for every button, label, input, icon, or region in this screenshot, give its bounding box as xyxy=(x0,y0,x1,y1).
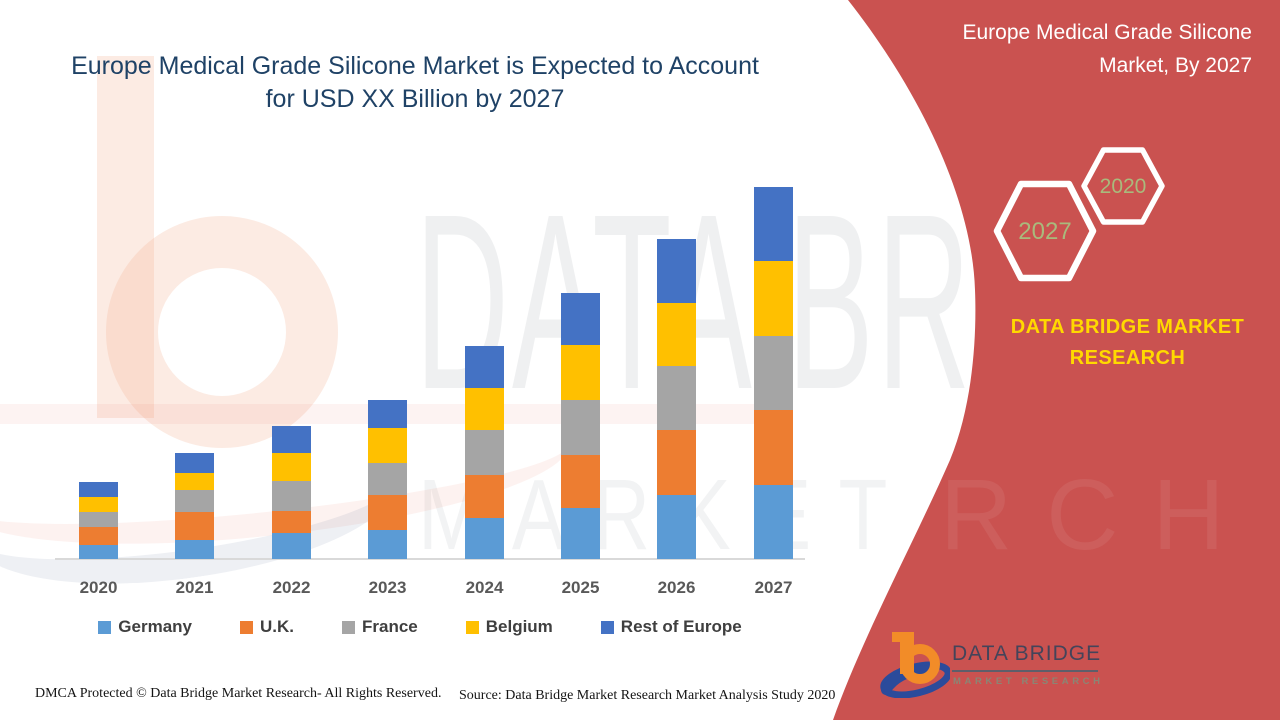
legend-swatch-icon xyxy=(98,620,112,634)
legend-swatch-icon xyxy=(600,620,614,634)
x-axis-label: 2023 xyxy=(368,578,407,597)
bar-segment-rest-of-europe xyxy=(657,239,696,303)
bar-segment-belgium xyxy=(754,261,793,336)
chart-title-line1: Europe Medical Grade Silicone Market is … xyxy=(71,52,759,80)
x-axis-label: 2024 xyxy=(465,578,504,597)
dbmr-logo: DATA BRIDGE MARKET RESEARCH xyxy=(880,628,1140,698)
legend-swatch-icon xyxy=(341,620,355,634)
bar-segment-france xyxy=(272,481,311,511)
bar-segment-rest-of-europe xyxy=(368,400,407,428)
dbmr-logo-subtitle: MARKET RESEARCH xyxy=(953,676,1104,687)
x-axis-label: 2021 xyxy=(175,578,214,597)
bar-segment-rest-of-europe xyxy=(561,293,600,345)
dbmr-logo-rule xyxy=(952,670,1098,672)
legend-item-u-k-: U.K. xyxy=(239,617,294,637)
dbmr-logo-name: DATA BRIDGE xyxy=(952,642,1102,665)
legend-item-germany: Germany xyxy=(98,617,192,637)
bar-segment-belgium xyxy=(368,428,407,463)
x-axis-label: 2025 xyxy=(561,578,600,597)
legend-swatch-icon xyxy=(465,620,479,634)
legend-item-france: France xyxy=(341,617,418,637)
bar-segment-belgium xyxy=(465,388,504,430)
x-axis-label: 2027 xyxy=(754,578,793,597)
bar-segment-rest-of-europe xyxy=(465,346,504,388)
legend-label: U.K. xyxy=(259,617,294,636)
bar-segment-u-k- xyxy=(754,410,793,485)
x-axis-label: 2022 xyxy=(272,578,311,597)
bar-segment-u-k- xyxy=(175,512,214,540)
bar-segment-belgium xyxy=(657,303,696,366)
bar-segment-u-k- xyxy=(657,430,696,495)
bar-segment-belgium xyxy=(175,473,214,490)
legend-item-rest-of-europe: Rest of Europe xyxy=(600,617,742,637)
bar-segment-belgium xyxy=(561,345,600,400)
bar-segment-rest-of-europe xyxy=(175,453,214,473)
x-axis-label: 2020 xyxy=(79,578,118,597)
bar-segment-germany xyxy=(754,485,793,559)
legend-swatch-icon xyxy=(239,620,253,634)
bar-segment-germany xyxy=(175,540,214,559)
hexagon-2027-icon xyxy=(993,180,1097,282)
chart-legend: Germany U.K. France Belgium Rest of Europe xyxy=(0,617,840,637)
chart-title-line2: for USD XX Billion by 2027 xyxy=(265,85,565,113)
bar-segment-rest-of-europe xyxy=(272,426,311,453)
bar-segment-germany xyxy=(465,518,504,559)
bar-segment-u-k- xyxy=(368,495,407,530)
brand-heading: DATA BRIDGE MARKET RESEARCH xyxy=(1010,316,1245,369)
bar-segment-germany xyxy=(368,530,407,559)
bar-segment-france xyxy=(465,430,504,475)
x-axis-label: 2026 xyxy=(657,578,696,597)
bar-segment-france xyxy=(79,512,118,527)
bar-segment-u-k- xyxy=(79,527,118,545)
bar-segment-belgium xyxy=(272,453,311,481)
bar-segment-france xyxy=(368,463,407,495)
dbmr-logo-mark-icon xyxy=(880,632,950,698)
hexagon-2020-label: 2020 xyxy=(1099,175,1147,198)
bar-segment-france xyxy=(175,490,214,512)
right-panel-title: Europe Medical Grade Silicone Market, By… xyxy=(962,21,1253,77)
x-axis-line xyxy=(55,558,805,560)
bar-segment-u-k- xyxy=(272,511,311,533)
dmca-notice: DMCA Protected © Data Bridge Market Rese… xyxy=(35,686,442,701)
legend-label: Belgium xyxy=(485,617,553,636)
bar-segment-germany xyxy=(657,495,696,559)
legend-label: Rest of Europe xyxy=(620,617,742,636)
bar-segment-germany xyxy=(79,545,118,559)
legend-label: France xyxy=(361,617,418,636)
hexagon-2020-icon xyxy=(1081,147,1165,225)
hexagon-badges xyxy=(993,147,1165,282)
hexagon-2027-label: 2027 xyxy=(1018,218,1072,245)
bar-segment-germany xyxy=(272,533,311,559)
legend-label: Germany xyxy=(118,617,192,636)
bar-segment-france xyxy=(561,400,600,455)
bar-segment-france xyxy=(754,336,793,410)
bar-segment-rest-of-europe xyxy=(754,187,793,261)
legend-item-belgium: Belgium xyxy=(465,617,553,637)
bar-segment-u-k- xyxy=(561,455,600,508)
bar-segment-u-k- xyxy=(465,475,504,518)
bar-segment-germany xyxy=(561,508,600,559)
bar-segment-france xyxy=(657,366,696,430)
source-credit: Source: Data Bridge Market Research Mark… xyxy=(459,688,836,703)
bar-segment-rest-of-europe xyxy=(79,482,118,497)
bar-segment-belgium xyxy=(79,497,118,512)
chart-title: Europe Medical Grade Silicone Market is … xyxy=(0,50,830,116)
